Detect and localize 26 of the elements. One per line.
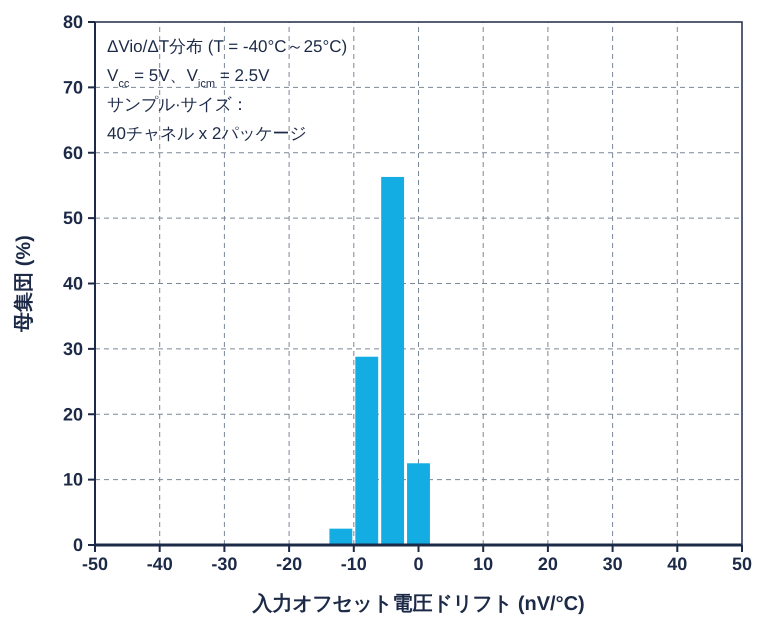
- x-tick-label: -30: [211, 554, 238, 574]
- annotation: V$_{cc}$ = 5V、V$_{icm}$ = 2.5V: [107, 66, 270, 90]
- y-tick-label: 50: [62, 208, 83, 228]
- y-axis-title: 母集団 (%): [13, 235, 35, 333]
- y-tick-label: 0: [72, 535, 83, 555]
- y-tick-label: 60: [62, 142, 83, 163]
- y-tick-label: 80: [62, 12, 83, 32]
- x-tick-label: -50: [82, 554, 108, 574]
- x-axis-title: 入力オフセット電圧ドリフト (nV/°C): [251, 592, 585, 615]
- y-tick-label: 10: [62, 470, 83, 490]
- y-tick-label: 70: [62, 77, 83, 98]
- annotation: 40チャネル x 2パッケージ: [107, 124, 306, 143]
- annotation: サンプル·サイズ：: [107, 95, 249, 114]
- x-tick-label: 30: [602, 554, 623, 574]
- x-tick-label: 10: [473, 554, 494, 574]
- x-tick-label: 50: [732, 554, 752, 574]
- annotation: ΔVio/ΔT分布 (T = -40°C～25°C): [107, 37, 348, 56]
- y-tick-label: 20: [62, 404, 83, 424]
- x-tick-label: -10: [340, 554, 367, 574]
- x-tick-label: 20: [538, 554, 558, 574]
- x-tick-label: 40: [667, 554, 688, 574]
- x-tick-label: -20: [276, 554, 302, 574]
- y-tick-label: 30: [62, 338, 83, 359]
- x-tick-label: -40: [146, 554, 173, 574]
- x-tick-label: 0: [413, 554, 424, 574]
- y-tick-label: 40: [62, 274, 83, 294]
